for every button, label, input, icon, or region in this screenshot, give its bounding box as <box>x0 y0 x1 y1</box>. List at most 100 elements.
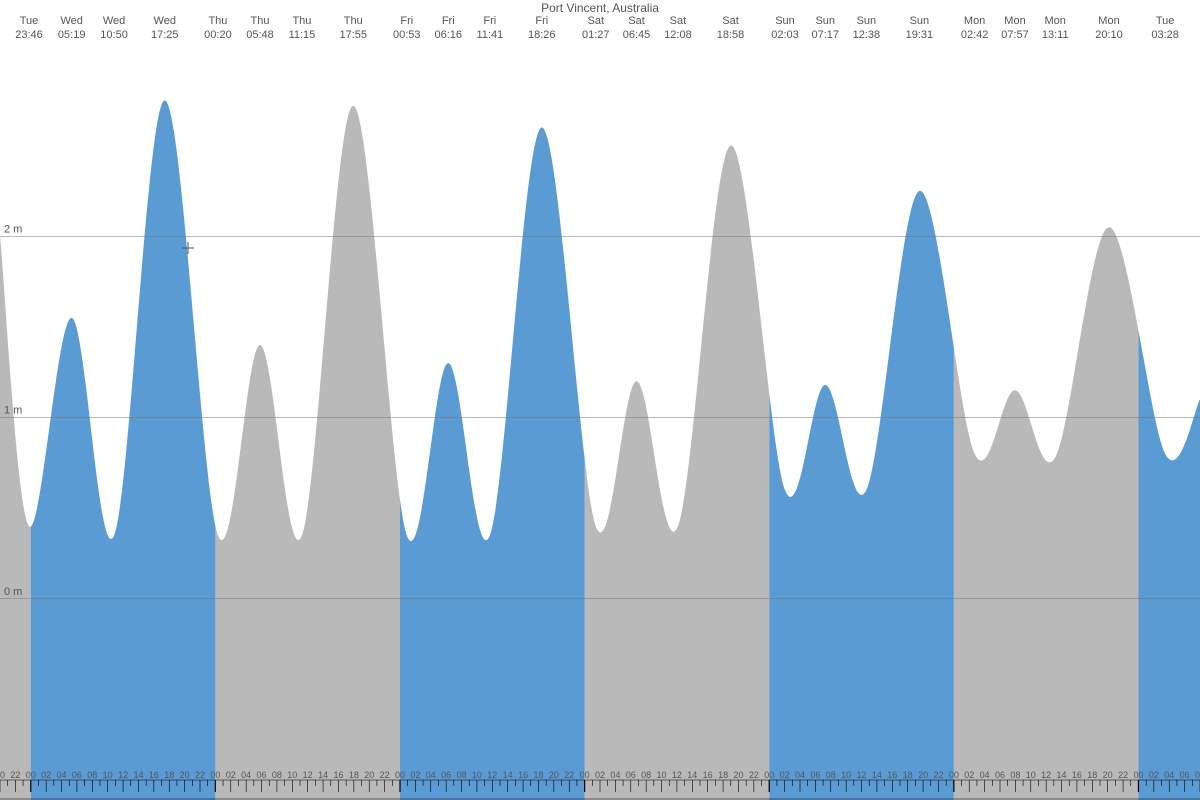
tide-chart: 0 m1 m2 mPort Vincent, AustraliaTue23:46… <box>0 0 1200 800</box>
x-axis-hour: 08 <box>1195 770 1200 780</box>
x-axis-hour: 06 <box>257 770 267 780</box>
x-axis-hour: 12 <box>857 770 867 780</box>
x-axis-hour: 00 <box>949 770 959 780</box>
header-day: Sat <box>628 15 645 27</box>
x-axis-hour: 18 <box>903 770 913 780</box>
x-axis-hour: 10 <box>287 770 297 780</box>
header-time: 01:27 <box>582 29 610 41</box>
x-axis-hour: 12 <box>118 770 128 780</box>
x-axis-hour: 10 <box>1026 770 1036 780</box>
x-axis-hour: 00 <box>580 770 590 780</box>
x-axis-hour: 22 <box>380 770 390 780</box>
header-day: Fri <box>400 15 413 27</box>
header-day: Fri <box>535 15 548 27</box>
header-day: Sun <box>815 15 835 27</box>
x-axis-hour: 18 <box>1087 770 1097 780</box>
x-axis-hour: 14 <box>1057 770 1067 780</box>
x-axis-hour: 12 <box>487 770 497 780</box>
x-axis-hour: 16 <box>518 770 528 780</box>
header-time: 06:16 <box>434 29 462 41</box>
x-axis-hour: 02 <box>780 770 790 780</box>
x-axis-hour: 14 <box>133 770 143 780</box>
x-axis-hour: 08 <box>826 770 836 780</box>
x-axis-hour: 12 <box>303 770 313 780</box>
header-day: Thu <box>344 15 363 27</box>
header-day: Thu <box>292 15 311 27</box>
x-axis-hour: 04 <box>426 770 436 780</box>
header-time: 12:38 <box>853 29 881 41</box>
x-axis-hour: 10 <box>841 770 851 780</box>
x-axis-hour: 10 <box>103 770 113 780</box>
header-day: Sat <box>670 15 687 27</box>
x-axis-hour: 08 <box>457 770 467 780</box>
x-axis-hour: 02 <box>226 770 236 780</box>
header-day: Mon <box>1045 15 1066 27</box>
x-axis-hour: 04 <box>610 770 620 780</box>
header-day: Mon <box>1004 15 1025 27</box>
x-axis-hour: 18 <box>533 770 543 780</box>
header-time: 06:45 <box>623 29 651 41</box>
header-day: Mon <box>1098 15 1119 27</box>
x-axis-hour: 08 <box>1010 770 1020 780</box>
x-axis-hour: 14 <box>503 770 513 780</box>
header-time: 03:28 <box>1151 29 1179 41</box>
x-axis-hour: 08 <box>87 770 97 780</box>
header-time: 18:26 <box>528 29 556 41</box>
header-time: 13:11 <box>1042 29 1069 41</box>
x-axis-hour: 06 <box>810 770 820 780</box>
header-day: Wed <box>103 15 125 27</box>
y-axis-label: 1 m <box>4 405 22 417</box>
header-time: 02:03 <box>771 29 799 41</box>
x-axis-hour: 00 <box>26 770 36 780</box>
x-axis-hour: 22 <box>10 770 20 780</box>
x-axis-hour: 02 <box>595 770 605 780</box>
x-axis-hour: 18 <box>164 770 174 780</box>
x-axis-hour: 12 <box>1041 770 1051 780</box>
header-day: Tue <box>1156 15 1175 27</box>
x-axis-hour: 10 <box>657 770 667 780</box>
x-axis-hour: 16 <box>887 770 897 780</box>
header-time: 17:25 <box>151 29 179 41</box>
x-axis-hour: 00 <box>1133 770 1143 780</box>
y-axis-label: 0 m <box>4 586 22 598</box>
x-axis-hour: 02 <box>410 770 420 780</box>
x-axis-hour: 22 <box>195 770 205 780</box>
x-axis-hour: 04 <box>980 770 990 780</box>
x-axis-hour: 06 <box>72 770 82 780</box>
header-day: Sat <box>722 15 739 27</box>
x-axis-hour: 18 <box>718 770 728 780</box>
x-axis-hour: 20 <box>1103 770 1113 780</box>
x-axis-hour: 06 <box>995 770 1005 780</box>
header-time: 10:50 <box>100 29 128 41</box>
x-axis-hour: 04 <box>795 770 805 780</box>
header-day: Fri <box>442 15 455 27</box>
header-time: 00:53 <box>393 29 421 41</box>
header-day: Fri <box>483 15 496 27</box>
header-time: 17:55 <box>339 29 367 41</box>
x-axis-hour: 06 <box>1180 770 1190 780</box>
x-axis-hour: 04 <box>1164 770 1174 780</box>
header-day: Sun <box>910 15 930 27</box>
x-axis-hour: 02 <box>41 770 51 780</box>
x-axis-hour: 12 <box>672 770 682 780</box>
header-day: Thu <box>251 15 270 27</box>
x-axis-hour: 00 <box>395 770 405 780</box>
x-axis-hour: 04 <box>57 770 67 780</box>
y-axis-label: 2 m <box>4 223 22 235</box>
header-time: 12:08 <box>664 29 692 41</box>
x-axis-hour: 06 <box>626 770 636 780</box>
x-axis-hour: 22 <box>933 770 943 780</box>
x-axis-hour: 20 <box>364 770 374 780</box>
header-time: 20:10 <box>1095 29 1123 41</box>
header-time: 05:48 <box>246 29 274 41</box>
x-axis-hour: 14 <box>687 770 697 780</box>
x-axis-hour: 14 <box>872 770 882 780</box>
x-axis-hour: 20 <box>549 770 559 780</box>
header-time: 02:42 <box>961 29 989 41</box>
x-axis-hour: 04 <box>241 770 251 780</box>
header-time: 11:41 <box>476 29 503 41</box>
x-axis-hour: 14 <box>318 770 328 780</box>
header-time: 11:15 <box>289 29 316 41</box>
header-day: Wed <box>154 15 176 27</box>
x-axis-hour: 08 <box>272 770 282 780</box>
